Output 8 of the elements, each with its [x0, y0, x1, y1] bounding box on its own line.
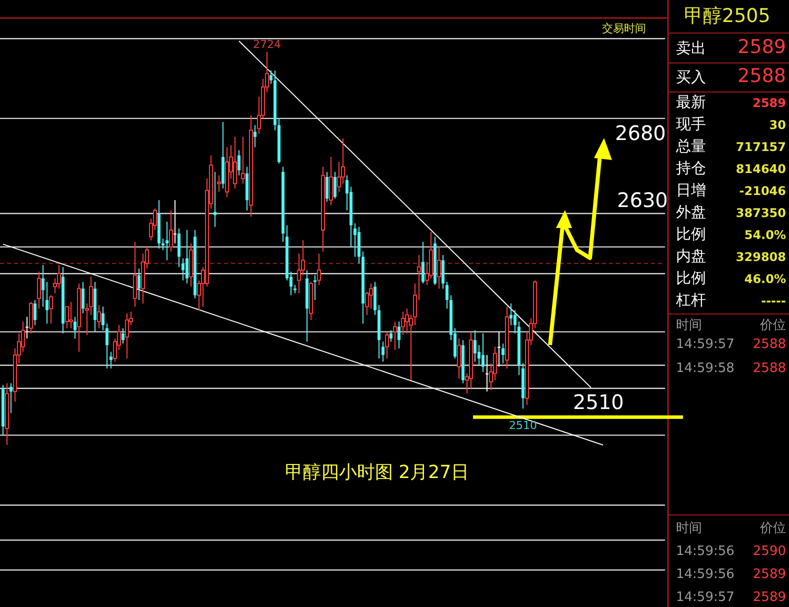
text: 甲醇2505	[684, 5, 770, 27]
annotation: 2680	[615, 121, 666, 145]
annotation: 2510	[509, 419, 537, 432]
annotation: 2510	[573, 390, 624, 414]
annotation: 2724	[253, 38, 281, 51]
annotation: 2630	[617, 188, 668, 212]
annotation: 交易时间	[602, 22, 646, 35]
annotation: 甲醇四小时图 2月27日	[284, 462, 470, 483]
